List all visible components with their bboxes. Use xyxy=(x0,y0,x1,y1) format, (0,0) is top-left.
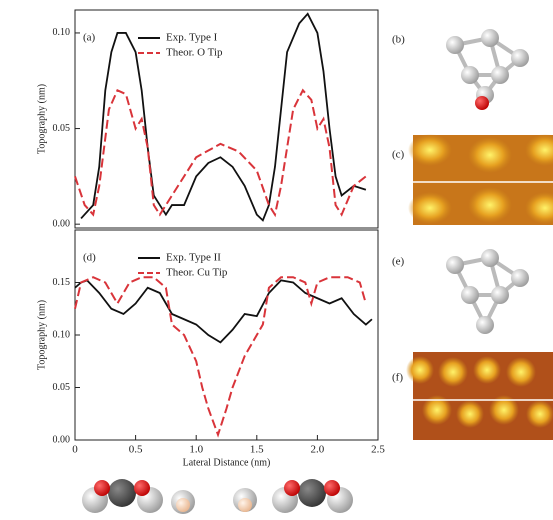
y-tick-label: 0.05 xyxy=(53,382,71,393)
y-tick-label: 0.00 xyxy=(53,434,71,445)
figure: (b) (c) (e) (f) 0.00 0.05 0.10 Topography (… xyxy=(0,0,553,520)
plot-frame xyxy=(75,10,378,228)
stm-image-f xyxy=(406,352,553,440)
panel-label: (e) xyxy=(392,256,405,268)
molecule-right xyxy=(233,479,353,513)
panel-label: (c) xyxy=(392,149,405,161)
x-axis-label: Lateral Distance (nm) xyxy=(183,457,271,468)
legend-label: Exp. Type II xyxy=(166,252,221,264)
y-tick-label: 0.05 xyxy=(53,123,71,134)
x-tick-label: 1.5 xyxy=(250,444,264,456)
series-line xyxy=(75,280,372,342)
panel-label: (d) xyxy=(83,252,96,264)
stm-image-c xyxy=(408,134,553,225)
x-tick-label: 0 xyxy=(72,444,78,456)
cluster-cu-tip xyxy=(446,249,529,334)
y-axis-label: Topography (nm) xyxy=(36,300,47,370)
panel-label: (f) xyxy=(392,372,403,384)
y-tick-label: 0.15 xyxy=(53,277,71,288)
legend-label: Theor. O Tip xyxy=(166,47,223,59)
y-tick-label: 0.00 xyxy=(53,218,71,229)
y-axis-label: Topography (nm) xyxy=(36,84,47,154)
x-tick-label: 2.5 xyxy=(371,444,385,456)
x-tick-label: 1.0 xyxy=(189,444,203,456)
y-tick-label: 0.10 xyxy=(53,329,71,340)
series-line xyxy=(81,14,366,221)
x-tick-label: 0.5 xyxy=(129,444,143,456)
panel-label: (a) xyxy=(83,32,96,44)
x-tick-label: 2.0 xyxy=(311,444,325,456)
y-tick-label: 0.10 xyxy=(53,27,71,38)
legend-label: Theor. Cu Tip xyxy=(166,267,228,279)
legend-label: Exp. Type I xyxy=(166,32,218,44)
panel-label: (b) xyxy=(392,34,405,46)
molecule-left xyxy=(82,479,195,514)
cluster-o-tip xyxy=(446,29,529,110)
series-line xyxy=(75,90,366,214)
